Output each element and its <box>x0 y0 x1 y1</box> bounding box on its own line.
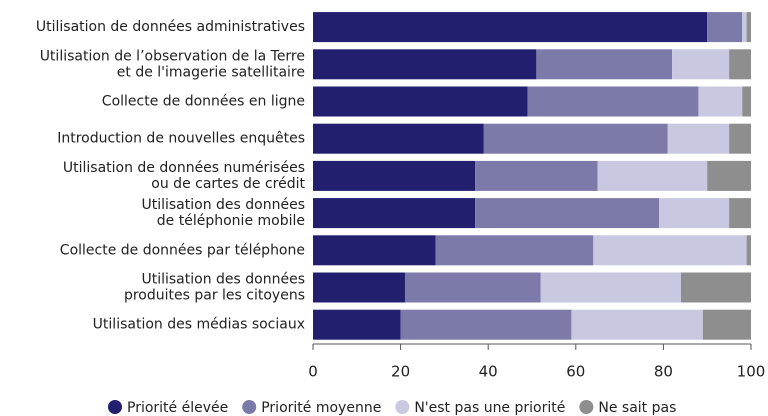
category-label: Utilisation de données numérisées ou de c… <box>63 160 306 192</box>
bar-segment <box>313 86 528 117</box>
bar-segment <box>746 235 751 266</box>
bar-segment <box>540 272 681 303</box>
category-label: Utilisation des données de téléphonie mob… <box>141 197 305 229</box>
bar-segment <box>707 12 743 43</box>
x-tick-label: 60 <box>566 363 585 381</box>
bar-segment <box>400 309 572 340</box>
legend-swatch <box>579 400 594 414</box>
bar-segment <box>729 123 751 154</box>
bar-segment <box>667 123 730 154</box>
bar-segment <box>593 235 747 266</box>
bar-segment <box>571 309 703 340</box>
bar-segment <box>729 198 751 229</box>
legend-label: Ne sait pas <box>598 400 676 416</box>
bar-segment <box>483 123 668 154</box>
category-label: Collecte de données en ligne <box>102 94 305 110</box>
legend-swatch <box>108 400 122 414</box>
bar-segment <box>597 160 708 191</box>
bar-segment <box>742 86 751 117</box>
bar-segment <box>313 235 436 266</box>
x-tick-label: 0 <box>308 363 318 381</box>
legend-label: Priorité élevée <box>127 400 228 416</box>
bar-segment <box>475 198 660 229</box>
bar-segment <box>313 272 405 303</box>
bar-segment <box>313 309 401 340</box>
legend-swatch <box>242 400 257 414</box>
category-label: Introduction de nouvelles enquêtes <box>57 131 305 147</box>
bar-segment <box>702 309 751 340</box>
bar-segment <box>313 12 708 43</box>
bar-segment <box>680 272 751 303</box>
category-label: Utilisation de l’observation de la Terre… <box>40 48 305 80</box>
category-label: Collecte de données par téléphone <box>60 242 305 258</box>
bar-segment <box>746 12 751 43</box>
bar-segment <box>659 198 730 229</box>
bar-segment <box>672 49 730 80</box>
bar-segment <box>527 86 699 117</box>
bar-segment <box>698 86 743 117</box>
bar-segment <box>707 160 751 191</box>
category-label: Utilisation des médias sociaux <box>93 317 305 333</box>
category-label: Utilisation de données administratives <box>36 19 305 35</box>
bar-segment <box>313 198 476 229</box>
bar-segment <box>313 49 537 80</box>
bar-segment <box>742 12 747 43</box>
bar-segment <box>313 160 476 191</box>
bar-segment <box>536 49 673 80</box>
bar-segment <box>729 49 751 80</box>
x-tick-label: 100 <box>737 363 766 381</box>
bar-segment <box>313 123 484 154</box>
x-tick-label: 20 <box>391 363 410 381</box>
legend-label: N'est pas une priorité <box>414 400 565 416</box>
category-label: Utilisation des données produites par les… <box>124 272 305 304</box>
bar-segment <box>435 235 594 266</box>
legend-swatch <box>395 400 410 414</box>
x-tick-label: 40 <box>479 363 498 381</box>
legend-label: Priorité moyenne <box>261 400 381 416</box>
bar-segment <box>404 272 541 303</box>
x-tick-label: 80 <box>654 363 673 381</box>
bar-segment <box>475 160 598 191</box>
